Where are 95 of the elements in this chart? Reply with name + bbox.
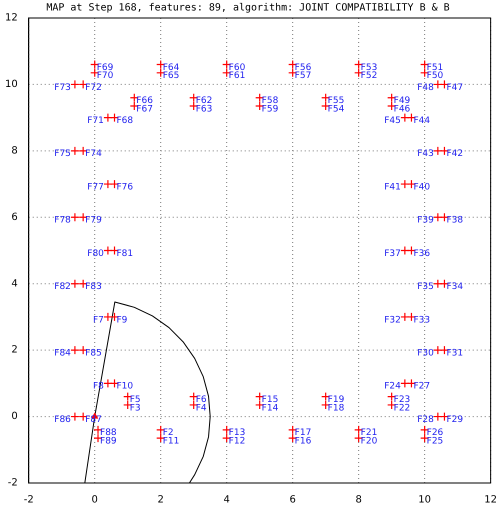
data-label: F67 bbox=[136, 104, 153, 114]
data-label: F45 bbox=[384, 116, 401, 126]
data-label: F33 bbox=[413, 315, 430, 326]
data-label: F11 bbox=[162, 436, 180, 447]
x-tick-label: 10 bbox=[418, 494, 432, 506]
data-label: F81 bbox=[116, 248, 134, 259]
data-label: F89 bbox=[100, 436, 117, 447]
y-tick-label: 2 bbox=[11, 344, 18, 356]
data-label: F55 bbox=[328, 96, 344, 106]
x-tick-label: -2 bbox=[24, 494, 34, 506]
data-label: F18 bbox=[328, 403, 345, 414]
y-tick-label: 10 bbox=[4, 79, 18, 90]
data-label: F22 bbox=[394, 403, 410, 414]
data-label: F32 bbox=[384, 315, 401, 326]
data-label: F80 bbox=[87, 248, 104, 259]
data-label: F72 bbox=[85, 82, 102, 93]
data-label: F7 bbox=[93, 315, 104, 326]
data-label: F40 bbox=[413, 182, 430, 192]
data-label: F3 bbox=[130, 403, 141, 414]
data-label: F51 bbox=[426, 62, 444, 73]
data-label: F71 bbox=[87, 116, 104, 126]
data-label: F15 bbox=[262, 394, 278, 405]
data-label: F70 bbox=[96, 71, 114, 82]
y-tick-label: 6 bbox=[11, 212, 18, 223]
data-label: F28 bbox=[417, 414, 434, 425]
data-label: F79 bbox=[85, 216, 102, 226]
data-label: F19 bbox=[328, 394, 345, 405]
data-label: F37 bbox=[384, 248, 401, 259]
data-label: F52 bbox=[360, 71, 378, 82]
x-tick-label: 8 bbox=[355, 494, 362, 506]
data-label: F65 bbox=[162, 71, 180, 82]
data-label: F84 bbox=[54, 348, 72, 358]
data-label: F73 bbox=[54, 82, 71, 93]
data-label: F47 bbox=[446, 82, 464, 93]
data-label: F78 bbox=[54, 216, 72, 226]
data-label: F9 bbox=[116, 315, 128, 326]
data-label: F29 bbox=[446, 414, 464, 425]
data-label: F60 bbox=[228, 62, 246, 73]
data-label: F53 bbox=[360, 62, 378, 73]
data-label: F39 bbox=[417, 216, 434, 226]
data-label: F75 bbox=[54, 149, 71, 160]
chart-title: MAP at Step 168, features: 89, algorithm: JOINT COMPATIBILITY B & B bbox=[46, 2, 450, 14]
x-tick-label: 12 bbox=[484, 494, 498, 506]
data-label: F10 bbox=[116, 382, 134, 392]
data-label: F14 bbox=[262, 403, 279, 414]
x-tick-label: 0 bbox=[92, 494, 98, 506]
data-label: F77 bbox=[87, 182, 104, 192]
data-label: F42 bbox=[446, 149, 464, 160]
data-label: F83 bbox=[85, 282, 102, 292]
y-tick-label: 4 bbox=[11, 278, 18, 290]
data-label: F23 bbox=[394, 394, 410, 405]
data-label: F64 bbox=[162, 62, 180, 73]
data-label: F24 bbox=[384, 382, 402, 392]
y-tick-label: 8 bbox=[11, 145, 18, 156]
data-label: F30 bbox=[417, 348, 434, 358]
y-tick-label: -2 bbox=[8, 478, 18, 489]
x-tick-label: 4 bbox=[224, 494, 230, 506]
data-label: F56 bbox=[294, 62, 312, 73]
data-label: F44 bbox=[413, 116, 430, 126]
data-label: F85 bbox=[85, 348, 102, 358]
data-label: F50 bbox=[426, 71, 444, 82]
data-label: F69 bbox=[96, 62, 114, 73]
data-label: F48 bbox=[417, 82, 434, 93]
data-label: F36 bbox=[413, 248, 430, 259]
y-tick-label: 12 bbox=[4, 12, 18, 24]
data-label: F27 bbox=[413, 382, 430, 392]
data-label: F74 bbox=[85, 149, 102, 160]
y-tick-label: 0 bbox=[11, 411, 18, 422]
data-label: F20 bbox=[360, 436, 378, 447]
data-label: F82 bbox=[54, 282, 71, 292]
data-label: F12 bbox=[228, 436, 246, 447]
data-label: F34 bbox=[446, 282, 464, 292]
x-tick-label: 6 bbox=[289, 494, 296, 506]
data-label: F86 bbox=[54, 414, 72, 425]
data-label: F31 bbox=[446, 348, 464, 358]
data-label: F16 bbox=[294, 436, 312, 447]
data-label: F38 bbox=[446, 216, 464, 226]
data-label: F63 bbox=[196, 104, 212, 114]
data-label: F59 bbox=[262, 104, 279, 114]
x-tick-label: 2 bbox=[158, 494, 164, 506]
data-label: F46 bbox=[394, 104, 411, 114]
data-label: F68 bbox=[116, 116, 134, 126]
data-label: F43 bbox=[417, 149, 434, 160]
data-label: F58 bbox=[262, 96, 279, 106]
data-label: F25 bbox=[426, 436, 444, 447]
data-label: F54 bbox=[328, 104, 345, 114]
data-label: F61 bbox=[228, 71, 246, 82]
data-label: F4 bbox=[196, 403, 207, 414]
data-label: F76 bbox=[116, 182, 134, 192]
data-label: F6 bbox=[196, 394, 207, 405]
data-label: F57 bbox=[294, 71, 312, 82]
data-label: F2 bbox=[162, 428, 174, 438]
data-label: F5 bbox=[130, 394, 141, 405]
data-label: F35 bbox=[417, 282, 434, 292]
data-label: F41 bbox=[384, 182, 401, 192]
